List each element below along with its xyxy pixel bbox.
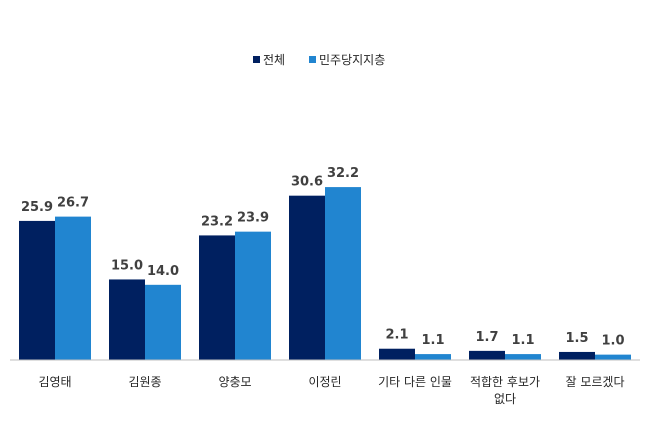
data-label-1-0: 26.7	[57, 196, 89, 211]
category-label-line: 김원종	[128, 375, 161, 389]
data-label-1-4: 1.1	[421, 333, 444, 348]
bar-0-1	[109, 279, 145, 360]
bar-0-4	[379, 348, 415, 360]
value-labels: 25.9 26.7 15.0 14.0 23.2 23.9 30.6 32.2 2.1 1.1 1.…	[21, 166, 625, 349]
legend-swatch-0	[253, 56, 260, 63]
data-label-1-2: 23.9	[237, 211, 269, 226]
data-label-0-4: 2.1	[385, 328, 408, 343]
data-label-0-5: 1.7	[475, 330, 498, 345]
category-label-line: 적합한 후보가	[470, 375, 540, 389]
bar-1-4	[415, 354, 451, 360]
bar-0-2	[199, 235, 235, 360]
category-label-line: 기타 다른 인물	[378, 375, 452, 389]
data-label-0-3: 30.6	[291, 175, 323, 190]
category-label-line: 잘 모르겠다	[565, 375, 624, 389]
legend-label-1: 민주당지지층	[319, 53, 385, 67]
category-label-3: 이정린	[308, 375, 341, 389]
bar-1-0	[55, 216, 91, 360]
category-label-2: 양충모	[218, 375, 251, 389]
data-label-0-2: 23.2	[201, 214, 233, 229]
bar-0-5	[469, 350, 505, 360]
data-label-0-6: 1.5	[565, 331, 588, 346]
category-label-6: 잘 모르겠다	[565, 375, 624, 389]
legend-label-0: 전체	[263, 53, 285, 67]
legend-swatch-1	[309, 56, 316, 63]
category-label-line: 없다	[494, 392, 516, 406]
data-label-1-6: 1.0	[601, 334, 624, 349]
category-label-1: 김원종	[128, 375, 161, 389]
category-label-line: 김영태	[38, 375, 71, 389]
bar-0-6	[559, 351, 595, 360]
category-label-0: 김영태	[38, 375, 71, 389]
data-label-1-5: 1.1	[511, 333, 534, 348]
data-label-1-1: 14.0	[147, 264, 179, 279]
data-label-1-3: 32.2	[327, 166, 359, 181]
bars	[19, 187, 631, 360]
bar-1-1	[145, 284, 181, 360]
legend: 전체 민주당지지층	[253, 53, 385, 67]
category-label-line: 양충모	[218, 375, 251, 389]
bar-1-6	[595, 354, 631, 360]
bar-1-2	[235, 231, 271, 360]
bar-1-3	[325, 187, 361, 360]
category-label-line: 이정린	[308, 375, 341, 389]
bar-0-3	[289, 195, 325, 360]
data-label-0-0: 25.9	[21, 200, 53, 215]
bar-1-5	[505, 354, 541, 360]
data-label-0-1: 15.0	[111, 258, 143, 273]
bar-0-0	[19, 220, 55, 360]
category-label-4: 기타 다른 인물	[378, 375, 452, 389]
